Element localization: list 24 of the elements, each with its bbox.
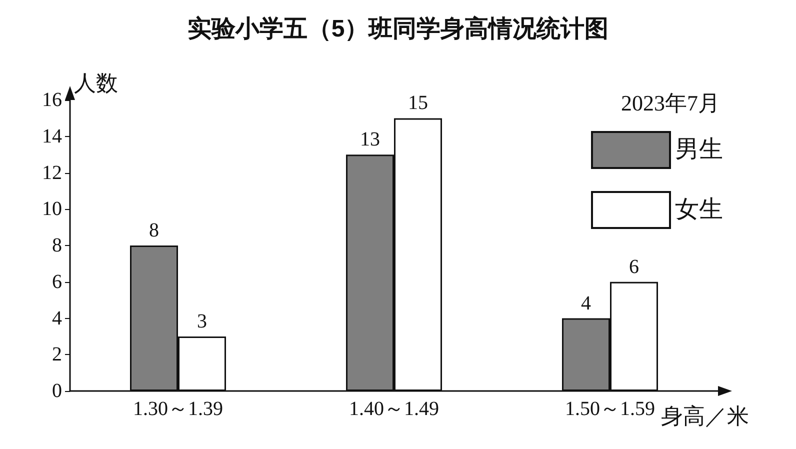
data-label: 6 (629, 256, 639, 278)
data-label: 8 (149, 220, 159, 242)
y-tick-label: 2 (52, 344, 62, 366)
x-axis-title: 身高／米 (660, 404, 749, 428)
y-tick-label: 12 (42, 162, 62, 184)
y-axis-title: 人数 (74, 70, 118, 96)
y-tick-label: 14 (42, 125, 62, 148)
x-tick-label: 1.40～1.49 (349, 398, 439, 420)
x-tick-label: 1.30～1.39 (133, 398, 223, 420)
y-tick-label: 6 (52, 270, 62, 293)
legend-label: 男生 (675, 137, 723, 163)
x-tick-label: 1.50～1.59 (565, 398, 655, 420)
y-tick-label: 8 (52, 234, 62, 256)
y-tick-label: 16 (42, 89, 62, 111)
legend-label: 女生 (675, 197, 723, 223)
legend-title: 2023年7月 (621, 90, 720, 116)
y-tick-label: 10 (42, 198, 62, 220)
y-tick-label: 4 (52, 307, 62, 330)
data-label: 13 (360, 128, 380, 151)
chart-title: 实验小学五（5）班同学身高情况统计图 (187, 14, 609, 42)
data-label: 4 (581, 292, 591, 314)
data-label: 15 (408, 92, 428, 114)
y-tick-label: 0 (52, 380, 62, 402)
data-label: 3 (197, 310, 207, 332)
